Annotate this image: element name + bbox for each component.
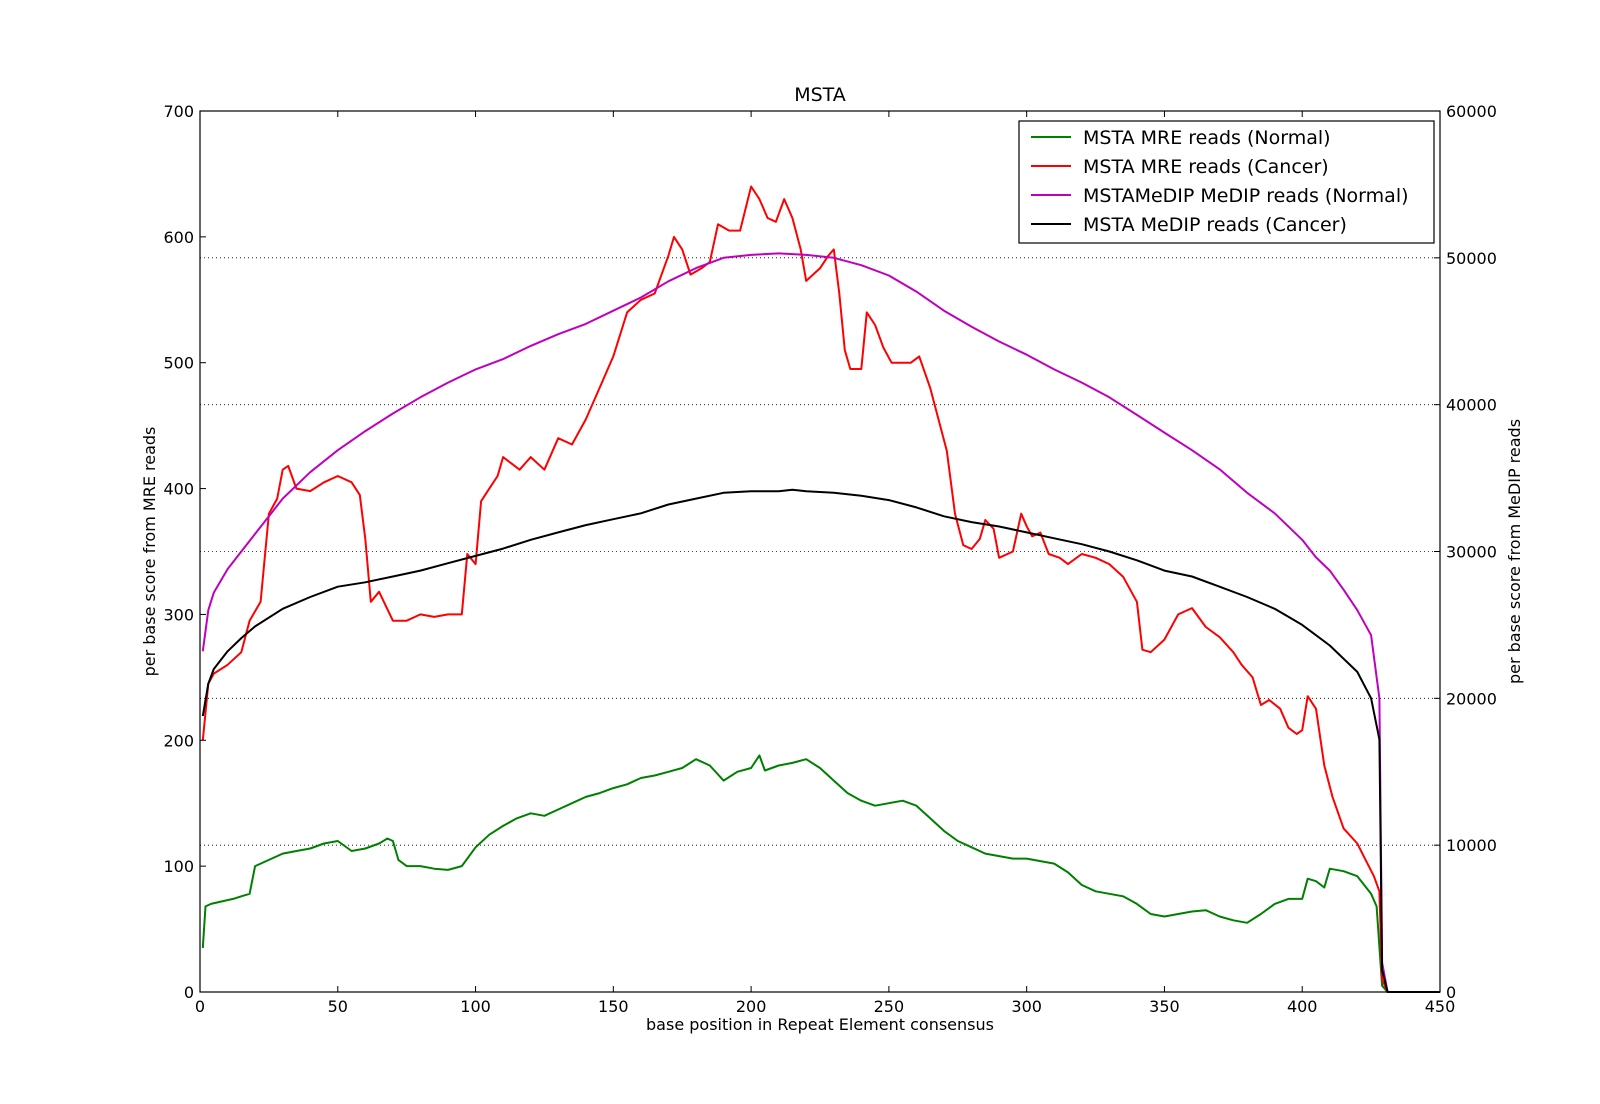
y-left-tick-label: 400 xyxy=(163,480,194,499)
y-axis-right-label: per base score from MeDIP reads xyxy=(1505,419,1524,684)
x-tick-label: 200 xyxy=(736,997,767,1016)
y-right-tick-label: 50000 xyxy=(1446,249,1497,268)
x-axis-label: base position in Repeat Element consensu… xyxy=(646,1015,994,1034)
y-left-tick-label: 500 xyxy=(163,354,194,373)
x-tick-label: 0 xyxy=(195,997,205,1016)
y-right-tick-label: 30000 xyxy=(1446,543,1497,562)
legend-entry: MSTA MRE reads (Cancer) xyxy=(1083,156,1329,178)
x-tick-label: 50 xyxy=(328,997,348,1016)
y-left-tick-label: 700 xyxy=(163,102,194,121)
y-right-tick-label: 10000 xyxy=(1446,836,1497,855)
x-tick-label: 400 xyxy=(1287,997,1318,1016)
x-tick-label: 450 xyxy=(1425,997,1456,1016)
x-tick-label: 250 xyxy=(874,997,905,1016)
ticks: 0 50 100 150 200 250 300 350 400 4500100200300400… xyxy=(163,102,1496,1016)
grid-lines xyxy=(200,257,1440,846)
x-tick-label: 300 xyxy=(1011,997,1042,1016)
y-axis-left-label: per base score from MRE reads xyxy=(140,427,159,677)
y-right-tick-label: 0 xyxy=(1446,983,1456,1002)
series-line-4 xyxy=(201,488,1440,993)
series-lines xyxy=(201,185,1440,993)
y-left-tick-label: 600 xyxy=(163,228,194,247)
legend: MSTA MRE reads (Normal) MSTA MRE reads (C… xyxy=(1018,120,1435,244)
legend-entry: MSTA MeDIP reads (Cancer) xyxy=(1083,214,1347,236)
y-left-tick-label: 0 xyxy=(184,983,194,1002)
y-left-tick-label: 100 xyxy=(163,857,194,876)
series-line-1 xyxy=(201,754,1440,993)
y-right-tick-label: 60000 xyxy=(1446,102,1497,121)
series-line-2 xyxy=(201,185,1440,993)
x-tick-label: 100 xyxy=(460,997,491,1016)
legend-box xyxy=(1018,120,1435,244)
y-left-tick-label: 200 xyxy=(163,731,194,750)
legend-entry: MSTAMeDIP MeDIP reads (Normal) xyxy=(1083,185,1409,207)
y-left-tick-label: 300 xyxy=(163,605,194,624)
x-tick-label: 350 xyxy=(1149,997,1180,1016)
y-right-tick-label: 20000 xyxy=(1446,689,1497,708)
legend-entry: MSTA MRE reads (Normal) xyxy=(1083,127,1331,149)
chart-title: MSTA xyxy=(794,84,846,106)
x-tick-label: 150 xyxy=(598,997,629,1016)
series-line-3 xyxy=(201,252,1440,993)
y-right-tick-label: 40000 xyxy=(1446,396,1497,415)
